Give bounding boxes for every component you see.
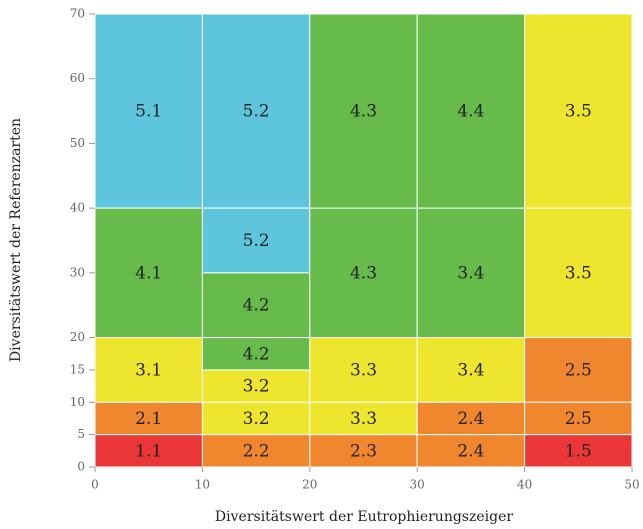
cell	[201, 13, 311, 209]
cell	[201, 272, 311, 339]
y-tick-label: 60	[70, 71, 85, 85]
x-tick-label: 20	[302, 478, 317, 492]
cell-label: 4.4	[457, 102, 484, 122]
cell-label: 4.2	[243, 296, 270, 316]
x-axis-label: Diversitätswert der Eutrophierungszeiger	[215, 509, 513, 525]
x-tick-label: 30	[410, 478, 425, 492]
cell-label: 1.5	[565, 441, 592, 461]
cell-label: 3.4	[457, 263, 484, 283]
cell	[416, 13, 526, 209]
cell-label: 3.5	[565, 263, 592, 283]
y-tick-label: 50	[70, 136, 85, 150]
cell	[201, 369, 311, 403]
cell	[416, 434, 526, 468]
x-tick-label: 50	[624, 478, 639, 492]
cell-label: 2.5	[565, 360, 592, 380]
cell-label: 3.2	[243, 409, 270, 429]
cell	[416, 337, 526, 403]
cell-label: 4.2	[243, 344, 270, 364]
cell	[94, 337, 203, 403]
cell	[94, 207, 203, 339]
cell-label: 5.1	[135, 102, 162, 122]
cell-label: 3.5	[565, 102, 592, 122]
cell	[416, 207, 526, 339]
x-tick-label: 40	[517, 478, 532, 492]
cell	[524, 207, 633, 339]
cell	[524, 13, 633, 209]
cell	[201, 434, 311, 468]
cell-label: 2.4	[457, 409, 484, 429]
y-tick-label: 40	[70, 201, 85, 215]
y-tick-label: 10	[70, 395, 85, 409]
y-axis-label: Diversitätswert der Referenzarten	[8, 118, 24, 362]
cell	[94, 434, 203, 468]
cell	[524, 337, 633, 403]
cell	[416, 401, 526, 436]
cell-label: 4.1	[135, 263, 162, 283]
cell	[309, 13, 418, 209]
cell-label: 2.4	[457, 441, 484, 461]
cell-label: 3.3	[350, 360, 377, 380]
cell-label: 4.3	[350, 263, 377, 283]
cell	[309, 207, 418, 339]
y-tick-label: 70	[70, 7, 85, 21]
cell-label: 2.3	[350, 441, 377, 461]
cell	[309, 401, 418, 436]
y-tick-label: 30	[70, 265, 85, 279]
cell-label: 1.1	[135, 441, 162, 461]
y-tick-label: 5	[77, 427, 85, 441]
y-tick-label: 20	[70, 330, 85, 344]
cell-label: 2.1	[135, 409, 162, 429]
cell-label: 2.2	[243, 441, 270, 461]
cell-label: 3.2	[243, 377, 270, 397]
cell-label: 4.3	[350, 102, 377, 122]
cell-label: 5.2	[243, 102, 270, 122]
x-tick-label: 0	[91, 478, 99, 492]
cell	[94, 13, 203, 209]
cell	[524, 434, 633, 468]
cell	[524, 401, 633, 436]
cell	[309, 434, 418, 468]
y-tick-label: 15	[70, 362, 85, 376]
cell-label: 2.5	[565, 409, 592, 429]
cell-label: 3.1	[135, 360, 162, 380]
cell-label: 3.4	[457, 360, 484, 380]
x-tick-label: 10	[195, 478, 210, 492]
cell-label: 5.2	[243, 231, 270, 251]
y-tick-label: 0	[77, 460, 85, 474]
cell-label: 3.3	[350, 409, 377, 429]
